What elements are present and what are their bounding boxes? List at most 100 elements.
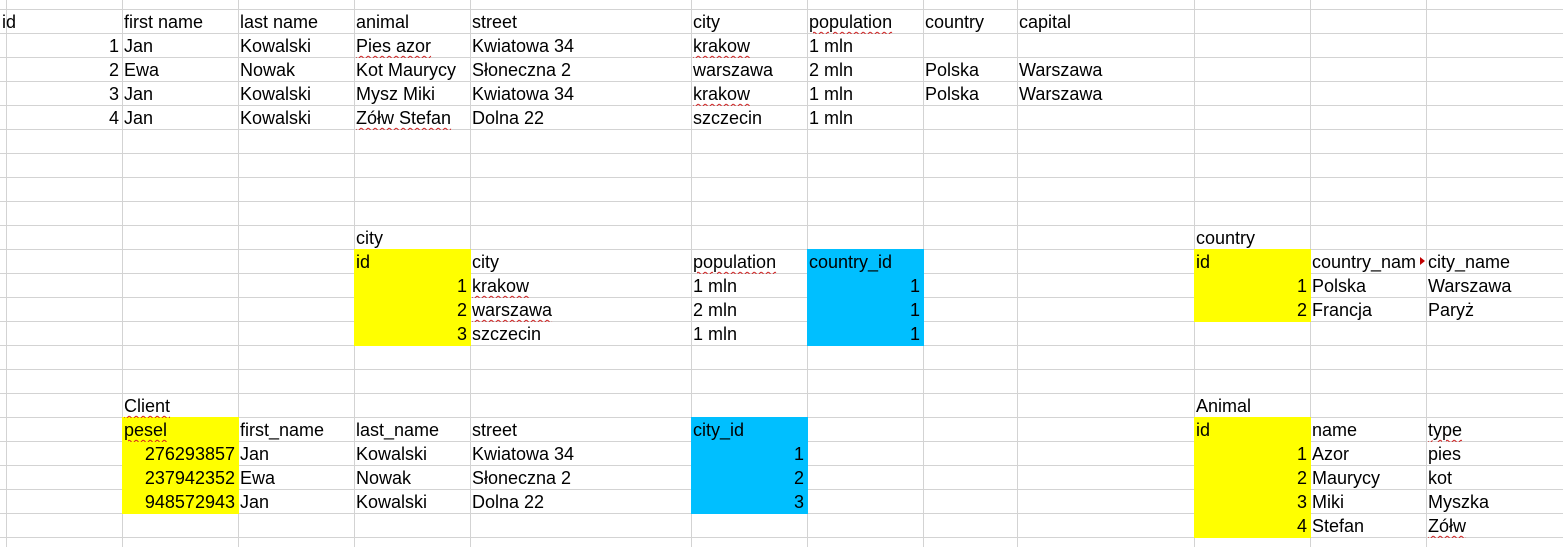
animal-cell[interactable]: Zółw bbox=[1428, 516, 1467, 536]
country-header-city_name[interactable]: city_name bbox=[1428, 252, 1511, 272]
client-cell[interactable]: Kowalski bbox=[356, 444, 428, 464]
header-city[interactable]: city bbox=[693, 12, 720, 32]
animal-cell[interactable]: Stefan bbox=[1312, 516, 1365, 536]
header-animal[interactable]: animal bbox=[356, 12, 410, 32]
client-cell[interactable]: 3 bbox=[793, 492, 804, 512]
main-cell[interactable]: Kowalski bbox=[240, 108, 312, 128]
client-table-title[interactable]: Client bbox=[124, 396, 171, 416]
main-cell[interactable]: Jan bbox=[124, 36, 154, 56]
animal-cell[interactable]: pies bbox=[1428, 444, 1462, 464]
client-cell[interactable]: Nowak bbox=[356, 468, 412, 488]
animal-header-name[interactable]: name bbox=[1312, 420, 1358, 440]
main-cell[interactable]: 1 bbox=[108, 36, 119, 56]
main-cell[interactable]: 4 bbox=[108, 108, 119, 128]
client-header-city_id[interactable]: city_id bbox=[693, 420, 745, 440]
client-cell[interactable]: 237942352 bbox=[144, 468, 235, 488]
main-cell[interactable]: 3 bbox=[108, 84, 119, 104]
city-cell[interactable]: 3 bbox=[456, 324, 467, 344]
client-cell[interactable]: 1 bbox=[793, 444, 804, 464]
main-cell[interactable]: Kwiatowa 34 bbox=[472, 36, 575, 56]
main-cell[interactable]: 1 mln bbox=[809, 108, 854, 128]
client-cell[interactable]: Kwiatowa 34 bbox=[472, 444, 575, 464]
header-id[interactable]: id bbox=[2, 12, 17, 32]
country-cell[interactable]: Francja bbox=[1312, 300, 1373, 320]
client-header-first_name[interactable]: first_name bbox=[240, 420, 325, 440]
client-cell[interactable]: Słoneczna 2 bbox=[472, 468, 572, 488]
city-header-population[interactable]: population bbox=[693, 252, 777, 272]
country-cell[interactable]: Paryż bbox=[1428, 300, 1475, 320]
main-cell[interactable]: szczecin bbox=[693, 108, 763, 128]
main-cell[interactable]: Jan bbox=[124, 84, 154, 104]
main-cell[interactable]: 2 bbox=[108, 60, 119, 80]
main-cell[interactable]: 1 mln bbox=[809, 36, 854, 56]
animal-cell[interactable]: Azor bbox=[1312, 444, 1350, 464]
client-cell[interactable]: Jan bbox=[240, 492, 270, 512]
city-cell[interactable]: 1 mln bbox=[693, 324, 738, 344]
main-cell[interactable]: krakow bbox=[693, 36, 751, 56]
main-cell[interactable]: Pies azor bbox=[356, 36, 432, 56]
country-cell[interactable]: Polska bbox=[1312, 276, 1367, 296]
country-header-id[interactable]: id bbox=[1196, 252, 1211, 272]
main-cell[interactable]: Warszawa bbox=[1019, 60, 1103, 80]
client-header-pesel[interactable]: pesel bbox=[124, 420, 168, 440]
main-cell[interactable]: 2 mln bbox=[809, 60, 854, 80]
main-cell[interactable]: krakow bbox=[693, 84, 751, 104]
country-table-title[interactable]: country bbox=[1196, 228, 1256, 248]
city-cell[interactable]: 1 bbox=[909, 276, 920, 296]
main-cell[interactable]: Słoneczna 2 bbox=[472, 60, 572, 80]
city-cell[interactable]: 1 bbox=[456, 276, 467, 296]
client-cell[interactable]: Kowalski bbox=[356, 492, 428, 512]
main-cell[interactable]: Kot Maurycy bbox=[356, 60, 457, 80]
client-header-street[interactable]: street bbox=[472, 420, 518, 440]
city-cell[interactable]: 1 bbox=[909, 300, 920, 320]
client-header-last_name[interactable]: last_name bbox=[356, 420, 440, 440]
main-cell[interactable]: Polska bbox=[925, 84, 980, 104]
animal-cell[interactable]: 4 bbox=[1296, 516, 1307, 536]
animal-cell[interactable]: kot bbox=[1428, 468, 1453, 488]
city-cell[interactable]: 2 mln bbox=[693, 300, 738, 320]
city-cell[interactable]: krakow bbox=[472, 276, 530, 296]
main-cell[interactable]: Jan bbox=[124, 108, 154, 128]
main-cell[interactable]: Dolna 22 bbox=[472, 108, 545, 128]
city-header-country_id[interactable]: country_id bbox=[809, 252, 893, 272]
header-population[interactable]: population bbox=[809, 12, 893, 32]
client-cell[interactable]: 948572943 bbox=[144, 492, 235, 512]
main-cell[interactable]: Kwiatowa 34 bbox=[472, 84, 575, 104]
header-country[interactable]: country bbox=[925, 12, 985, 32]
country-cell[interactable]: Warszawa bbox=[1428, 276, 1512, 296]
animal-cell[interactable]: Myszka bbox=[1428, 492, 1490, 512]
animal-cell[interactable]: 1 bbox=[1296, 444, 1307, 464]
country-header-country_nam[interactable]: country_nam bbox=[1312, 252, 1417, 272]
animal-header-id[interactable]: id bbox=[1196, 420, 1211, 440]
city-cell[interactable]: 1 mln bbox=[693, 276, 738, 296]
main-cell[interactable]: Kowalski bbox=[240, 84, 312, 104]
main-cell[interactable]: warszawa bbox=[693, 60, 774, 80]
client-cell[interactable]: Dolna 22 bbox=[472, 492, 545, 512]
main-cell[interactable]: Ewa bbox=[124, 60, 160, 80]
city-header-city[interactable]: city bbox=[472, 252, 499, 272]
country-cell[interactable]: 2 bbox=[1296, 300, 1307, 320]
animal-table-title[interactable]: Animal bbox=[1196, 396, 1252, 416]
client-cell[interactable]: 276293857 bbox=[144, 444, 235, 464]
header-first-name[interactable]: first name bbox=[124, 12, 204, 32]
header-last-name[interactable]: last name bbox=[240, 12, 319, 32]
city-table-title[interactable]: city bbox=[356, 228, 383, 248]
city-cell[interactable]: warszawa bbox=[472, 300, 553, 320]
main-cell[interactable]: Kowalski bbox=[240, 36, 312, 56]
client-cell[interactable]: Jan bbox=[240, 444, 270, 464]
city-cell[interactable]: 2 bbox=[456, 300, 467, 320]
header-street[interactable]: street bbox=[472, 12, 518, 32]
main-cell[interactable]: Nowak bbox=[240, 60, 296, 80]
main-cell[interactable]: Warszawa bbox=[1019, 84, 1103, 104]
animal-cell[interactable]: 3 bbox=[1296, 492, 1307, 512]
city-header-id[interactable]: id bbox=[356, 252, 371, 272]
main-cell[interactable]: Polska bbox=[925, 60, 980, 80]
main-cell[interactable]: Mysz Miki bbox=[356, 84, 435, 104]
client-cell[interactable]: 2 bbox=[793, 468, 804, 488]
animal-cell[interactable]: 2 bbox=[1296, 468, 1307, 488]
animal-cell[interactable]: Miki bbox=[1312, 492, 1344, 512]
city-cell[interactable]: szczecin bbox=[472, 324, 542, 344]
main-cell[interactable]: Zółw Stefan bbox=[356, 108, 452, 128]
main-cell[interactable]: 1 mln bbox=[809, 84, 854, 104]
